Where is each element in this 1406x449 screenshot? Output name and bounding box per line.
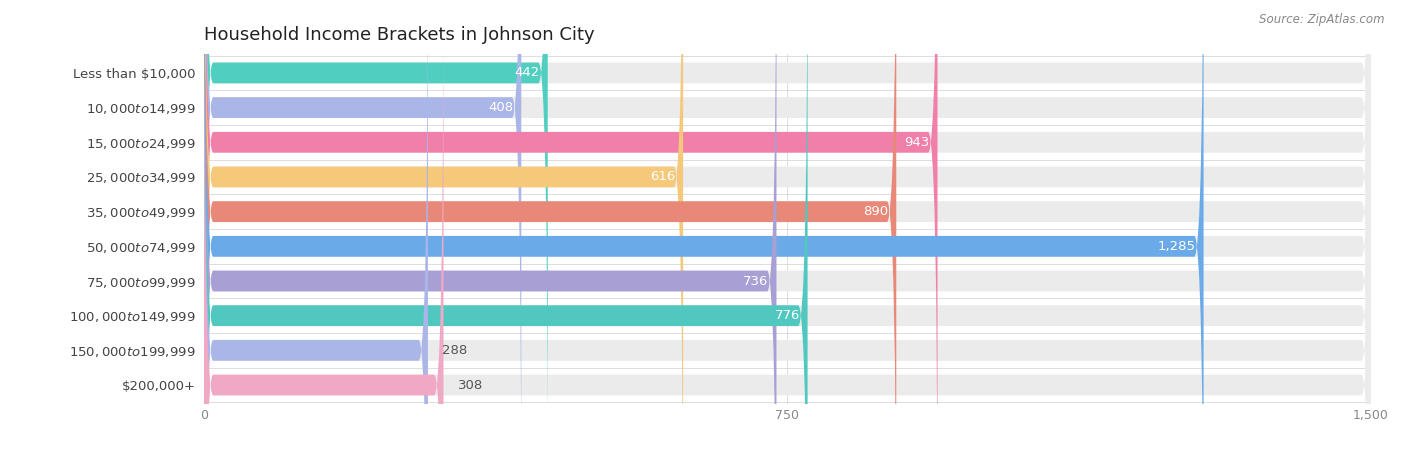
- Text: 616: 616: [650, 171, 675, 184]
- Text: 408: 408: [488, 101, 513, 114]
- FancyBboxPatch shape: [204, 0, 548, 449]
- FancyBboxPatch shape: [204, 0, 1371, 449]
- FancyBboxPatch shape: [204, 0, 807, 449]
- FancyBboxPatch shape: [204, 0, 443, 449]
- Text: 890: 890: [863, 205, 889, 218]
- Text: 736: 736: [744, 274, 769, 287]
- FancyBboxPatch shape: [204, 0, 1371, 449]
- FancyBboxPatch shape: [204, 0, 1371, 449]
- FancyBboxPatch shape: [204, 0, 1371, 449]
- FancyBboxPatch shape: [204, 0, 522, 449]
- Text: 1,285: 1,285: [1157, 240, 1195, 253]
- FancyBboxPatch shape: [204, 0, 1371, 449]
- FancyBboxPatch shape: [204, 0, 1371, 449]
- FancyBboxPatch shape: [204, 0, 1371, 449]
- Text: 288: 288: [441, 344, 467, 357]
- FancyBboxPatch shape: [204, 0, 1371, 449]
- Text: 776: 776: [775, 309, 800, 322]
- FancyBboxPatch shape: [204, 0, 896, 449]
- FancyBboxPatch shape: [204, 0, 776, 449]
- Text: Source: ZipAtlas.com: Source: ZipAtlas.com: [1260, 13, 1385, 26]
- Text: 943: 943: [904, 136, 929, 149]
- FancyBboxPatch shape: [204, 0, 1371, 449]
- FancyBboxPatch shape: [204, 0, 427, 449]
- Text: 442: 442: [515, 66, 540, 79]
- Text: 308: 308: [457, 379, 482, 392]
- FancyBboxPatch shape: [204, 0, 938, 449]
- FancyBboxPatch shape: [204, 0, 1204, 449]
- Text: Household Income Brackets in Johnson City: Household Income Brackets in Johnson Cit…: [204, 26, 595, 44]
- FancyBboxPatch shape: [204, 0, 683, 449]
- FancyBboxPatch shape: [204, 0, 1371, 449]
